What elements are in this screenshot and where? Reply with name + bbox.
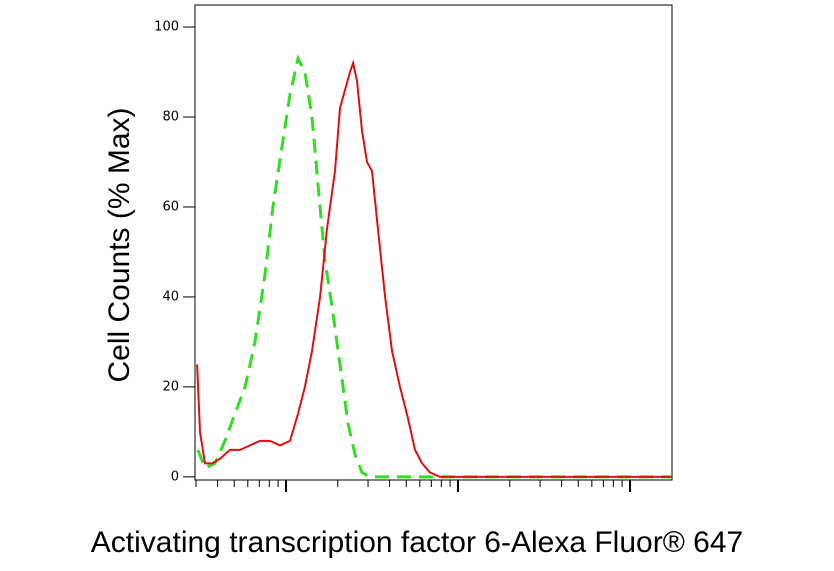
series-line [196, 54, 672, 479]
plot-frame [194, 4, 673, 481]
y-tick-label: 20 [162, 379, 179, 394]
y-tick-label: 0 [171, 469, 179, 484]
y-tick-label: 40 [162, 289, 179, 304]
y-axis-label: Cell Counts (% Max) [103, 107, 136, 382]
x-axis-label: Activating transcription factor 6-Alexa … [91, 526, 743, 559]
y-tick-label: 60 [162, 199, 179, 214]
y-tick-label: 100 [154, 20, 179, 35]
series-line [196, 59, 672, 478]
y-tick-label: 80 [162, 110, 179, 125]
